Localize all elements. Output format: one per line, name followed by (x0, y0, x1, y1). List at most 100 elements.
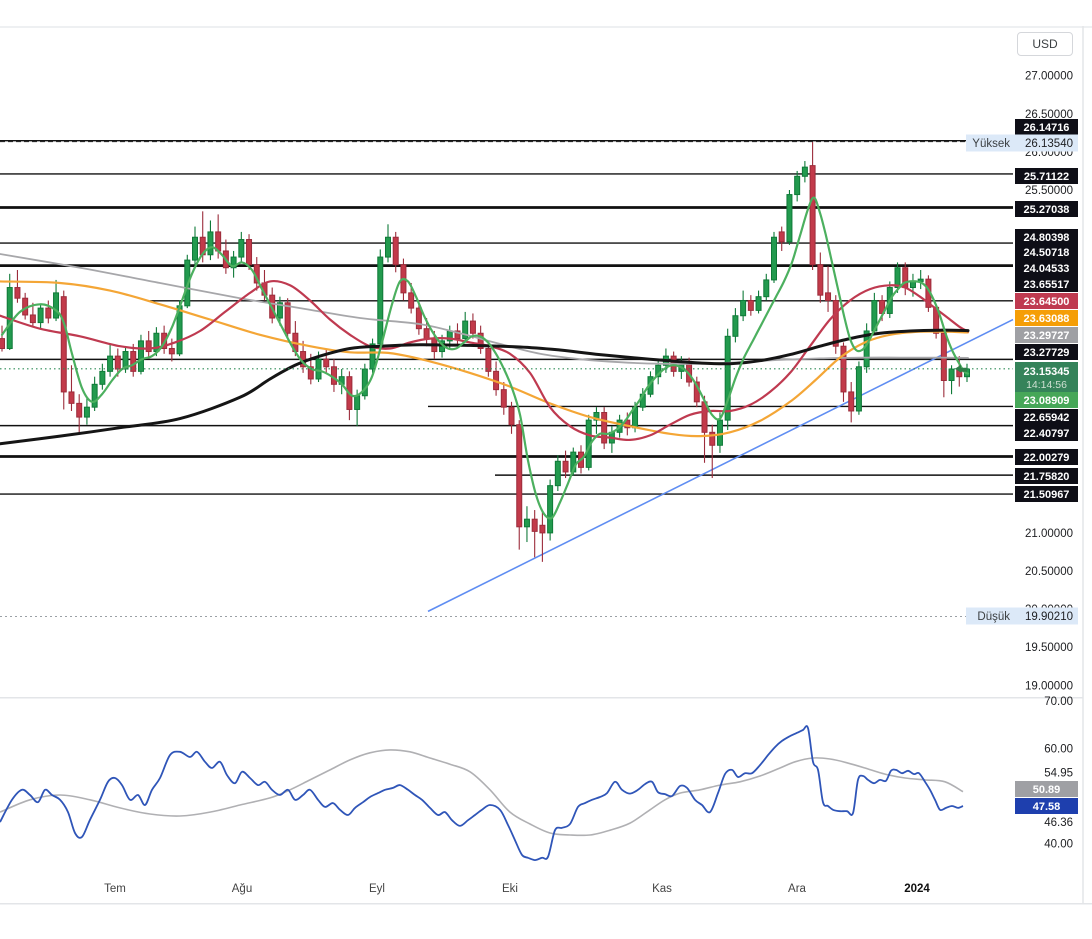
time-axis-label: Tem (104, 883, 126, 895)
ma-value-badge (1015, 327, 1078, 343)
candle-body (323, 358, 330, 368)
moving-average-black (0, 328, 970, 446)
price-level-badge (1015, 229, 1078, 245)
candle-body (37, 307, 44, 324)
price-level-badge (1015, 168, 1078, 184)
candle-body (130, 351, 137, 372)
price-tick-label: 26.50000 (1025, 109, 1073, 121)
price-tick-label: 20.50000 (1025, 566, 1073, 578)
candle-body (601, 412, 608, 444)
ma-value-badge-text: 23.65517 (1024, 279, 1070, 291)
candle-body (740, 299, 747, 317)
price-level-badge-text: 21.50967 (1024, 489, 1070, 501)
price-level-badge-text: 24.80398 (1024, 232, 1070, 244)
rsi-tick-label: 54.95 (1044, 767, 1073, 779)
candle-body (894, 267, 901, 289)
candle-body (778, 231, 785, 243)
time-axis-label: Kas (652, 883, 672, 895)
candle-body (45, 307, 52, 319)
time-axis-label: Eyl (369, 883, 385, 895)
rsi-line (0, 725, 964, 861)
candle-body (794, 175, 801, 196)
candle-body (624, 419, 631, 429)
candle-body (0, 338, 5, 349)
candle-body (801, 166, 808, 177)
moving-average-red (0, 279, 970, 442)
candle-body (840, 345, 847, 393)
candle-body (137, 340, 144, 372)
price-level-badge (1015, 468, 1078, 484)
candle-body (724, 335, 731, 421)
candle-body (29, 314, 36, 324)
candle-body (377, 256, 384, 345)
high-marker-badge (966, 134, 1078, 152)
price-level-badge-text: 21.75820 (1024, 471, 1070, 483)
candle-body (207, 231, 214, 256)
moving-average-green (0, 196, 970, 520)
candle-body (477, 332, 484, 349)
low-marker-badge (966, 607, 1078, 625)
low-marker-word: Düşük (977, 611, 1010, 623)
price-level-badge-text: 24.50718 (1024, 247, 1070, 259)
rsi-value-badge-text: 50.89 (1033, 784, 1061, 796)
price-level-badge (1015, 260, 1078, 276)
candle-body (825, 292, 832, 301)
high-marker-word: Yüksek (972, 138, 1010, 150)
candle-body (709, 431, 716, 446)
candle-body (554, 460, 561, 487)
candle-body (415, 307, 422, 330)
price-level-badge-text: 22.40797 (1024, 428, 1070, 440)
candle-body (531, 518, 538, 532)
candle-body (284, 302, 291, 334)
candle-body (60, 296, 67, 393)
price-tick-label: 25.50000 (1025, 185, 1073, 197)
rsi-pane[interactable] (0, 725, 964, 861)
candle-body (755, 296, 762, 311)
candle-body (83, 406, 90, 418)
candle-body (732, 315, 739, 337)
moving-average-gray (0, 253, 969, 365)
time-axis[interactable]: Tem Ağu Eyl Eki Kas Ara 2024 (104, 883, 930, 895)
candle-body (462, 320, 469, 340)
candle-body (246, 239, 253, 266)
trendline[interactable] (427, 318, 1014, 613)
candle-body (771, 236, 777, 281)
bottom-separator (0, 903, 1092, 905)
candle-body (716, 419, 723, 446)
rsi-value-badge (1015, 798, 1078, 814)
price-tick-label: 27.00000 (1025, 71, 1073, 83)
current-price-value: 23.15345 (1024, 366, 1070, 378)
candle-body (855, 366, 862, 412)
price-level-badge (1015, 344, 1078, 360)
candle-body (948, 368, 955, 382)
ma-value-badge-text: 23.64500 (1024, 296, 1070, 308)
price-level-badge-text: 25.71122 (1024, 171, 1069, 183)
price-level-badge-text: 24.04533 (1024, 263, 1070, 275)
current-price-time: 14:14:56 (1026, 379, 1067, 391)
candle-body (307, 366, 314, 380)
price-level-badge-text: 26.14716 (1024, 122, 1070, 134)
price-axis[interactable]: 27.0000026.5000026.0000025.5000021.00000… (966, 71, 1078, 851)
price-level-badge-text: 22.65942 (1024, 412, 1070, 424)
candle-body (423, 328, 430, 340)
price-pane[interactable] (0, 139, 1014, 618)
candle-body (547, 485, 554, 534)
ma-value-badge (1015, 276, 1078, 292)
candle-body (14, 287, 21, 299)
ma-value-badge (1015, 310, 1078, 326)
ma-value-badge-text: 23.29727 (1024, 330, 1070, 342)
candle-body (76, 402, 83, 418)
price-level-badge (1015, 119, 1078, 135)
price-level-badge (1015, 425, 1078, 441)
candle-body (485, 347, 492, 372)
candle-body (238, 239, 245, 258)
price-tick-label: 19.00000 (1025, 680, 1073, 692)
candle-body (469, 320, 476, 334)
candlestick-series (0, 141, 970, 562)
candle-body (385, 236, 391, 258)
currency-selector-button[interactable]: USD (1017, 32, 1073, 56)
candle-body (107, 355, 114, 372)
